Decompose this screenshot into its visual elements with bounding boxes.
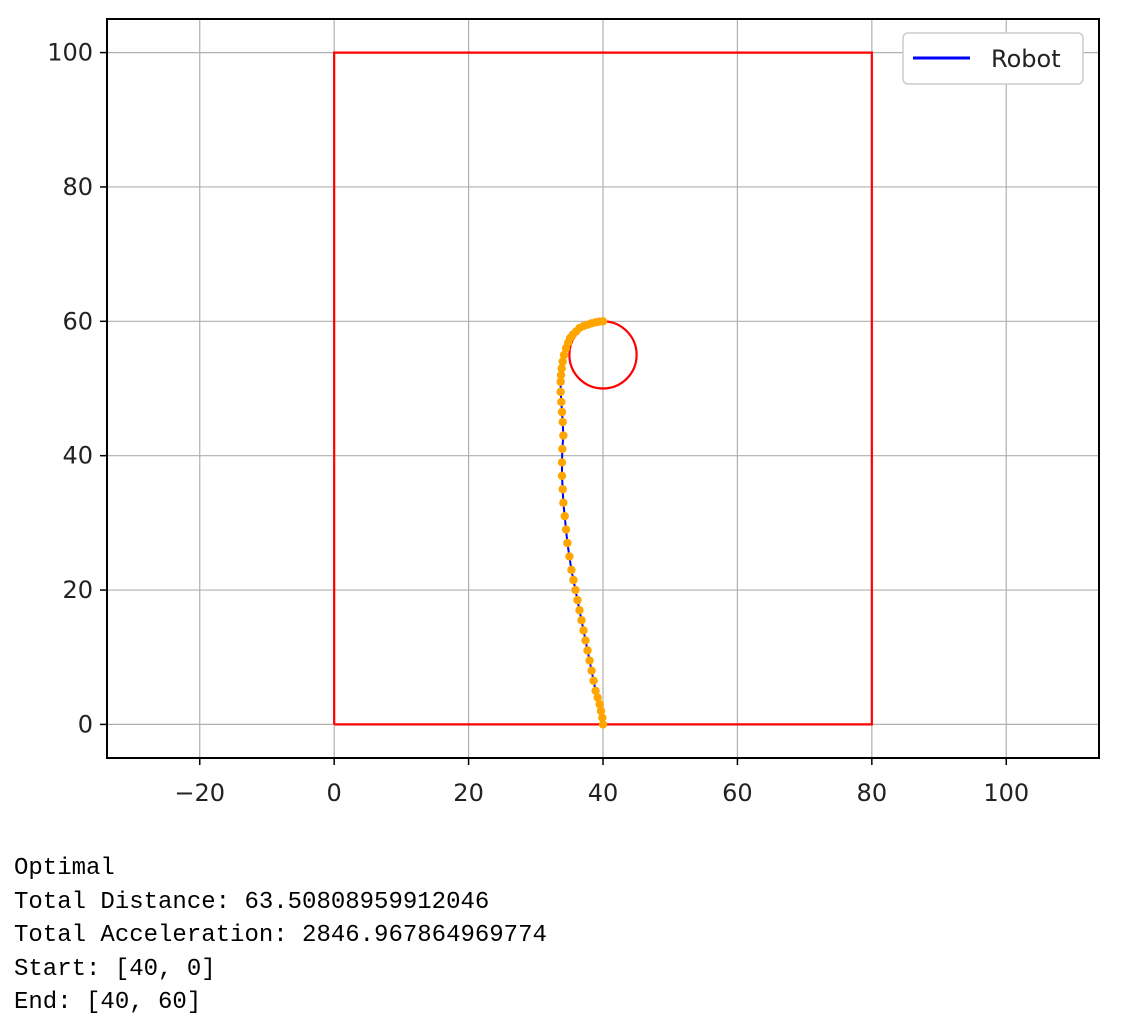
legend: Robot: [902, 32, 1084, 85]
console-output: Optimal Total Distance: 63.5080895991204…: [14, 852, 547, 1020]
robot-path-point: [557, 407, 567, 417]
output-line-status: Optimal: [14, 855, 115, 882]
output-line-end: End: [40, 60]: [14, 989, 202, 1017]
robot-path-point: [557, 364, 566, 373]
robot-path-point: [557, 397, 566, 407]
robot-path-layer: [556, 317, 608, 729]
robot-path-point: [595, 700, 604, 709]
robot-path-point: [593, 693, 602, 702]
robot-path-point: [598, 713, 607, 722]
robot-path-point: [596, 706, 606, 716]
robot-path-point: [556, 370, 566, 380]
robot-path-point: [575, 606, 584, 615]
robot-path-point: [585, 656, 594, 665]
x-tick-label: 60: [722, 779, 753, 807]
output-line-acceleration: Total Acceleration: 2846.967864969774: [14, 922, 547, 950]
robot-path-point: [583, 646, 592, 655]
boundary-layer: [333, 51, 873, 726]
robot-path-point: [567, 565, 576, 575]
robot-path-point: [561, 525, 571, 534]
robot-path-point: [591, 686, 600, 696]
output-line-start: Start: [40, 0]: [14, 955, 216, 983]
y-tick-label: 80: [62, 173, 93, 201]
trajectory-plot: −20 0 20 40 60 80 100 0 20 40 60 80 100 Robot: [47, 18, 1100, 807]
y-tick-label: 20: [62, 576, 93, 604]
y-tick-label: 0: [78, 710, 93, 738]
robot-path-point: [560, 511, 569, 521]
robot-path-point: [556, 377, 565, 386]
robot-path-point: [559, 498, 568, 507]
robot-path-point: [558, 485, 567, 494]
legend-box: [902, 32, 1084, 85]
output-line-distance: Total Distance: 63.50808959912046: [14, 888, 490, 916]
robot-path-point: [557, 458, 567, 467]
x-tick-label: 80: [857, 779, 888, 807]
x-tick-label: 100: [983, 779, 1029, 807]
robot-path-point: [598, 317, 608, 326]
robot-path-point: [589, 676, 598, 685]
x-tick-label: 0: [327, 779, 342, 807]
robot-path-point: [581, 636, 590, 645]
robot-path-point: [577, 616, 586, 625]
robot-path-point: [559, 431, 568, 440]
x-tick-label: 40: [588, 779, 619, 807]
x-tick-label: −20: [174, 779, 225, 807]
robot-path-point: [573, 595, 582, 605]
axis-ticks: −20 0 20 40 60 80 100 0 20 40 60 80 100: [47, 39, 1029, 807]
y-tick-label: 60: [62, 307, 93, 335]
robot-path-point: [559, 350, 569, 360]
legend-label-robot: Robot: [991, 45, 1061, 73]
robot-path-point: [598, 720, 608, 729]
robot-path-point: [556, 387, 565, 397]
robot-path-point: [558, 444, 567, 454]
robot-path-point: [571, 585, 580, 595]
robot-path-point: [569, 575, 578, 585]
robot-path-point: [557, 471, 567, 481]
boundary-rectangle: [333, 51, 873, 726]
robot-path-point: [563, 538, 572, 548]
robot-path-point: [558, 417, 567, 427]
robot-path-point: [565, 552, 574, 561]
x-tick-label: 20: [453, 779, 484, 807]
robot-path-point: [587, 666, 596, 675]
y-tick-label: 40: [62, 442, 93, 470]
robot-path-point: [558, 357, 567, 366]
y-tick-label: 100: [47, 39, 93, 67]
axes-frame: [106, 18, 1100, 759]
robot-path-point: [579, 626, 588, 635]
